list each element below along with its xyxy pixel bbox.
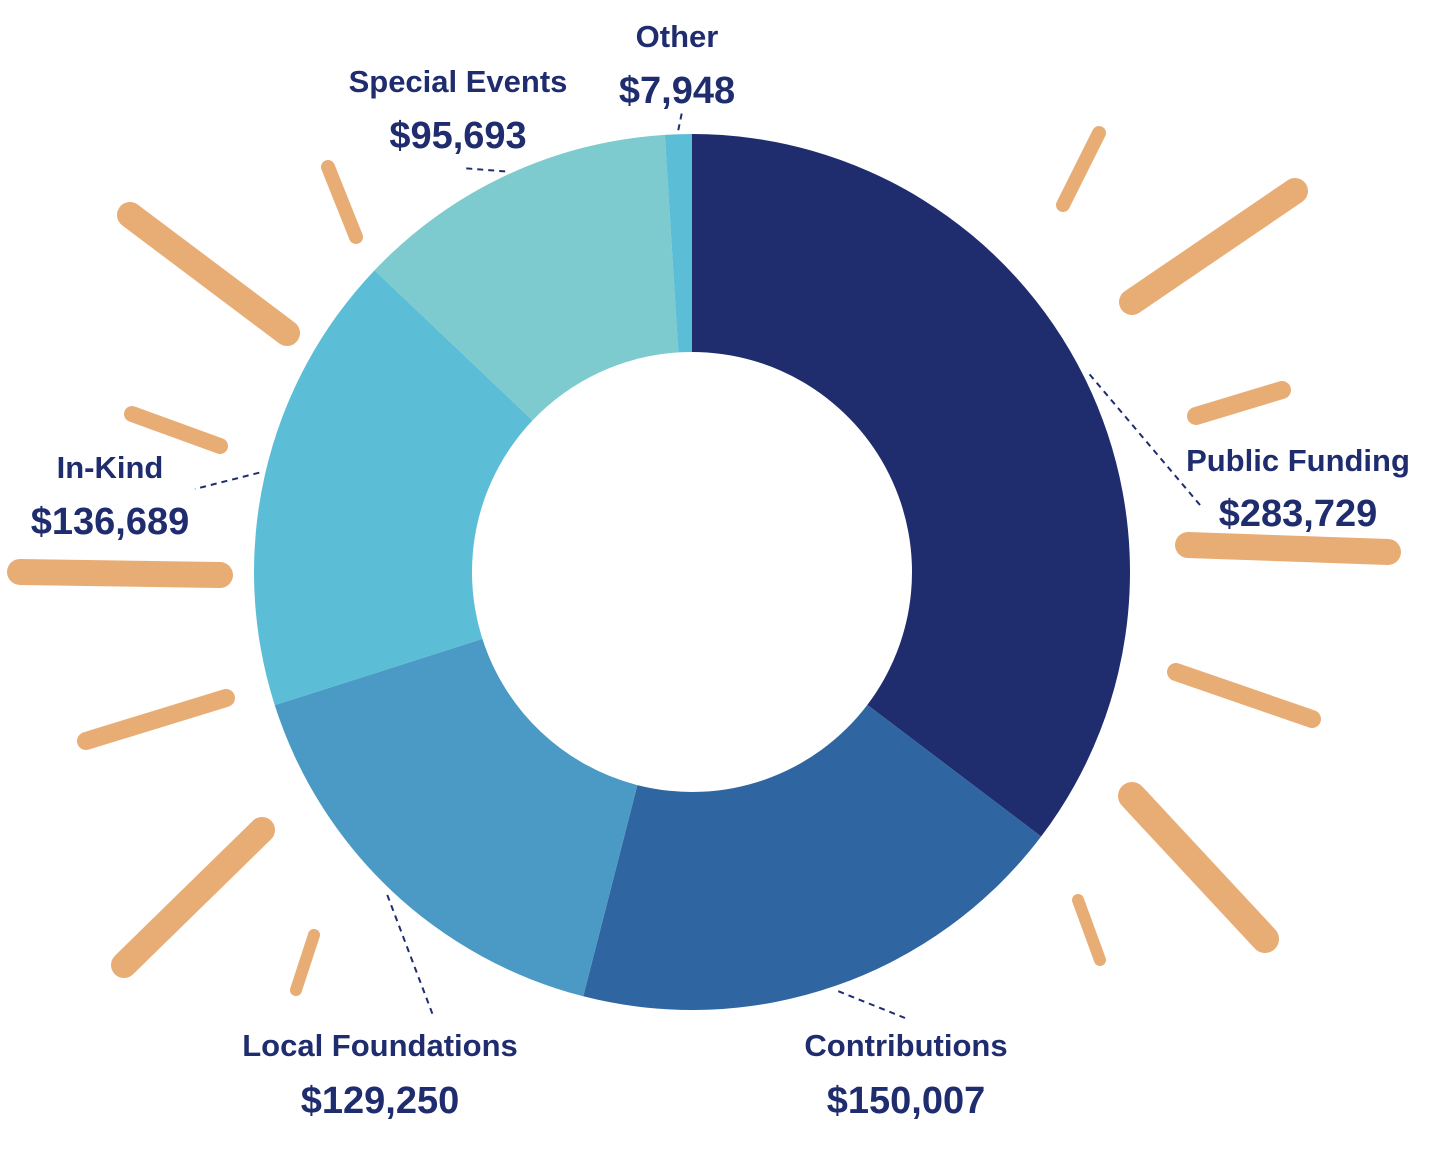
- decorative-ray-1: [1056, 126, 1106, 212]
- leader-line-in-kind: [194, 471, 260, 490]
- label-value-contributions: $150,007: [827, 1080, 986, 1122]
- label-value-other: $7,948: [619, 70, 735, 112]
- label-name-special-events: Special Events: [349, 64, 568, 99]
- label-name-contributions: Contributions: [804, 1028, 1007, 1063]
- decorative-rays: [7, 126, 1401, 996]
- decorative-ray-13: [117, 202, 300, 346]
- decorative-ray-5: [1167, 663, 1321, 728]
- decorative-ray-4: [1175, 532, 1401, 565]
- leader-line-other: [677, 111, 683, 131]
- slice-in-kind: [254, 270, 533, 706]
- label-value-public-funding: $283,729: [1219, 493, 1378, 535]
- decorative-ray-14: [321, 160, 363, 244]
- decorative-ray-8: [290, 929, 320, 996]
- label-value-local-foundations: $129,250: [301, 1080, 460, 1122]
- label-name-local-foundations: Local Foundations: [242, 1028, 518, 1063]
- decorative-ray-12: [124, 406, 228, 454]
- donut-slices: [254, 134, 1130, 1010]
- slice-special-events: [374, 134, 679, 421]
- slice-other: [664, 134, 692, 353]
- leader-lines: [194, 111, 1201, 1019]
- label-name-other: Other: [636, 19, 719, 54]
- decorative-ray-11: [7, 559, 233, 588]
- label-value-special-events: $95,693: [389, 115, 526, 157]
- label-name-public-funding: Public Funding: [1186, 443, 1410, 478]
- slice-public-funding: [692, 134, 1130, 837]
- slice-local-foundations: [274, 638, 638, 997]
- decorative-ray-7: [1072, 894, 1106, 966]
- slice-labels: Public Funding $283,729 Contributions $1…: [31, 19, 1410, 1122]
- decorative-ray-6: [1118, 782, 1279, 953]
- decorative-ray-9: [111, 817, 275, 978]
- leader-line-contributions: [837, 990, 906, 1019]
- label-name-in-kind: In-Kind: [57, 450, 164, 485]
- leader-line-special-events: [461, 167, 506, 173]
- decorative-ray-10: [77, 689, 235, 750]
- decorative-ray-2: [1119, 178, 1308, 315]
- label-value-in-kind: $136,689: [31, 501, 190, 543]
- slice-contributions: [583, 704, 1042, 1010]
- decorative-ray-3: [1187, 381, 1291, 425]
